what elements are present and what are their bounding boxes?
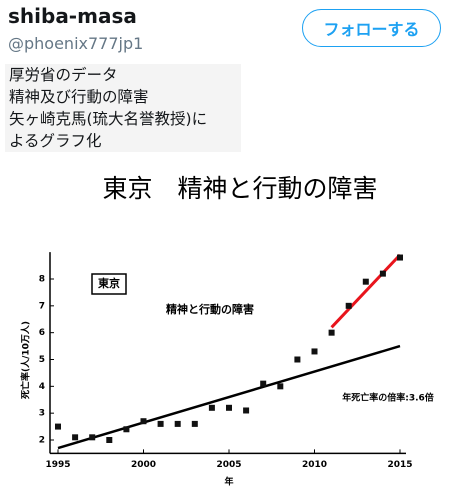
trend-line (57, 344, 401, 450)
y-axis-label: 死亡率(人/10万人) (20, 321, 32, 400)
point (243, 407, 250, 414)
point (260, 380, 267, 387)
point (174, 420, 181, 427)
point (157, 420, 164, 427)
point (123, 426, 130, 433)
point (294, 356, 301, 363)
box-label: 東京 (98, 276, 120, 290)
point (379, 270, 386, 277)
point (55, 423, 61, 430)
follow-button[interactable]: フォローする (302, 9, 441, 47)
point (140, 418, 147, 425)
point (362, 278, 369, 285)
tweet-text-line: 精神及び行動の障害 (9, 88, 149, 106)
point (328, 329, 335, 336)
y-tick-label: 2 (39, 436, 45, 446)
user-handle[interactable]: @phoenix777jp1 (8, 34, 144, 53)
y-tick-label: 7 (39, 301, 45, 311)
x-tick-label: 2010 (302, 460, 327, 470)
y-tick-label: 3 (39, 409, 45, 419)
point (226, 404, 232, 411)
x-tick-label: 2015 (387, 460, 412, 470)
tweet-text-line: よるグラフ化 (9, 132, 102, 150)
point (106, 437, 113, 443)
annotation: 年死亡率の倍率:3.6倍 (342, 392, 434, 404)
tweet-text-line: 矢ヶ崎克馬(琉大名誉教授)に (9, 110, 208, 128)
y-tick-label: 4 (39, 382, 45, 392)
x-tick-label: 2005 (216, 460, 241, 470)
point (208, 404, 215, 411)
point (72, 434, 79, 441)
y-tick-label: 6 (39, 328, 45, 338)
point (345, 302, 352, 309)
x-tick-label: 2000 (131, 460, 156, 470)
user-name[interactable]: shiba-masa (8, 4, 137, 28)
point (397, 254, 403, 261)
box (91, 273, 127, 295)
x-tick-label: 1995 (45, 460, 70, 470)
point (277, 383, 284, 390)
point (311, 348, 318, 355)
x-axis-label: 年 (224, 476, 233, 488)
point (89, 434, 96, 441)
tweet-text: 厚労省のデータ精神及び行動の障害矢ヶ崎克馬(琉大名誉教授)に よるグラフ化 (5, 64, 241, 152)
trend-line (330, 253, 402, 329)
chart-title: 東京 精神と行動の障害 (102, 174, 377, 203)
y-tick-label: 8 (39, 275, 45, 285)
point (191, 420, 198, 427)
inner-label: 精神と行動の障害 (166, 302, 254, 316)
tweet-text-line: 厚労省のデータ (9, 66, 118, 84)
y-tick-label: 5 (39, 355, 45, 365)
chart: 東京 精神と行動の障害 東京 精神と行動の障害 年死亡率の倍率:3.6倍 死亡率… (20, 174, 434, 488)
